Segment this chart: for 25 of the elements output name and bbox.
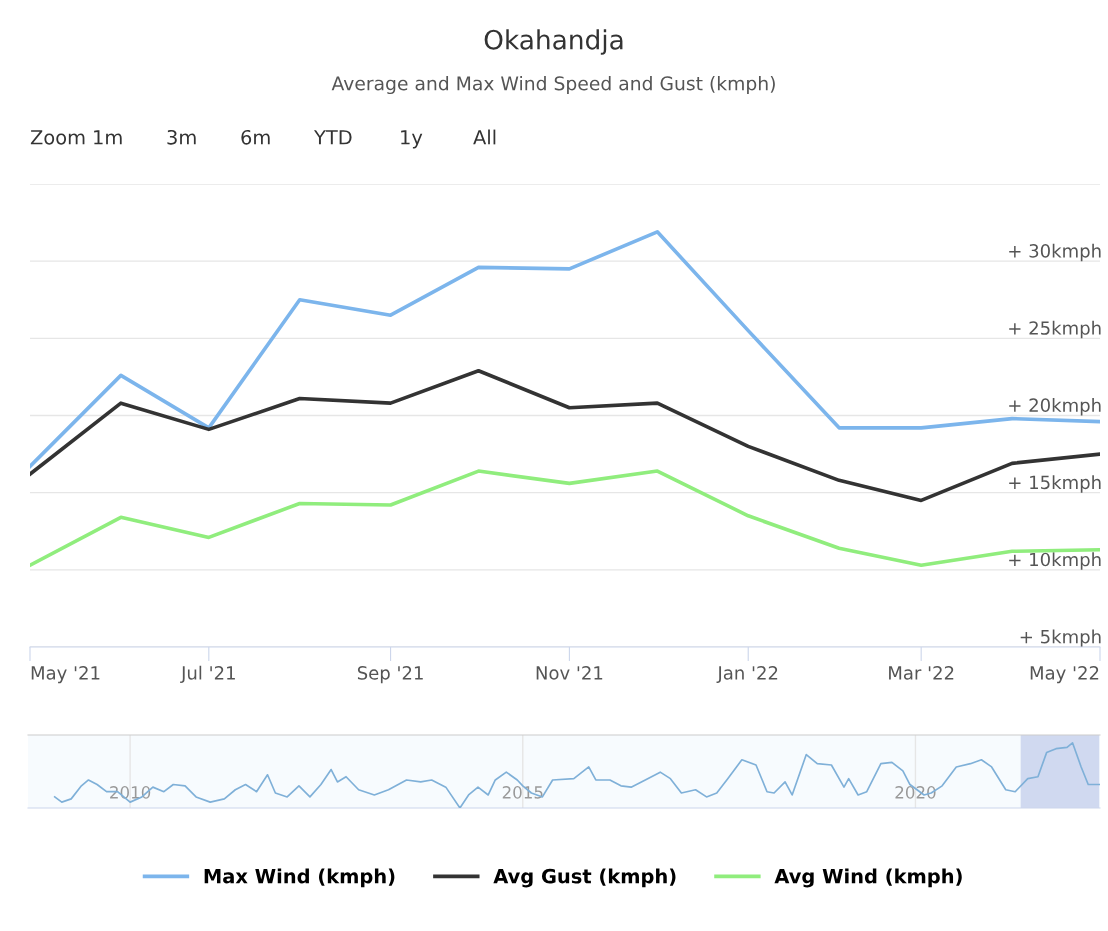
text: 1m: [94, 130, 122, 145]
x-tick-label: May '22: [1030, 666, 1099, 684]
y-tick-label: + 30kmph: [1009, 243, 1101, 262]
legend-label: Avg Gust (kmph): [493, 868, 676, 888]
text: YTD: [313, 130, 352, 145]
x-tick-label: Sep '21: [357, 666, 423, 684]
legend-label: Avg Wind (kmph): [774, 868, 962, 888]
x-tick-label: Jan '22: [716, 666, 778, 684]
chart-title: Okahandja: [484, 29, 623, 55]
y-tick-label: + 20kmph: [1009, 398, 1101, 416]
x-tick-label: Mar '22: [889, 666, 954, 680]
text: 6m: [241, 129, 270, 145]
text: 3m: [167, 129, 196, 145]
y-tick-label: + 5kmph: [1020, 629, 1101, 647]
legend-label: Max Wind (kmph): [204, 868, 395, 888]
text: All: [473, 129, 496, 145]
y-tick-label: + 10kmph: [1009, 552, 1101, 570]
y-tick-label: + 25kmph: [1009, 320, 1101, 339]
text: 1y: [401, 130, 423, 149]
text: Zoom: [30, 130, 85, 145]
x-tick-label: Jul '21: [180, 665, 235, 684]
x-tick-label: Nov '21: [536, 666, 603, 680]
x-tick-label: May '21: [31, 666, 100, 684]
y-tick-label: + 15kmph: [1009, 475, 1101, 493]
chart-subtitle: Average and Max Wind Speed and Gust (kmph): [331, 75, 775, 95]
